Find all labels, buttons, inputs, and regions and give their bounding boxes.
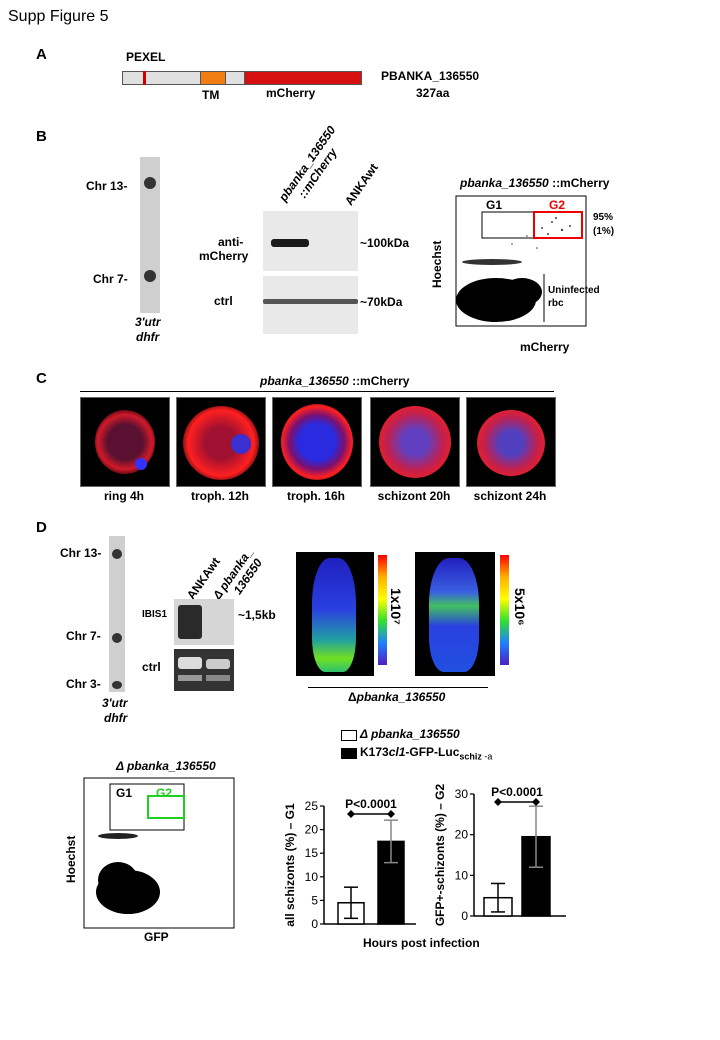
y-tick-label: 5	[311, 893, 318, 907]
y-axis-label: GFP+-schizonts (%) – G2	[433, 783, 447, 926]
y-tick-label: 0	[461, 909, 468, 923]
anti-mcherry-label: anti- mCherry	[199, 235, 249, 263]
significance-marker	[347, 810, 355, 818]
facs-d-xlabel: GFP	[144, 930, 169, 944]
facs-plot-b	[455, 195, 587, 327]
micrograph-schizont-24h	[466, 397, 556, 487]
chr7-label-b: Chr 7-	[93, 272, 128, 286]
caption-schizont-20h: schizont 20h	[377, 489, 451, 503]
y-tick-label: 30	[455, 787, 469, 801]
mouse-image-2	[415, 552, 495, 676]
facs-b-xlabel: mCherry	[520, 340, 570, 354]
northern-ibis1	[174, 599, 234, 645]
micrograph-schizont-20h	[370, 397, 460, 487]
caption-troph-16h: troph. 16h	[286, 489, 345, 503]
mcherry-domain	[244, 71, 362, 85]
y-tick-label: 10	[305, 870, 319, 884]
facs-d-ylabel: Hoechst	[64, 835, 78, 883]
ibis1-label: IBIS1	[142, 609, 168, 620]
size-1-5kb: ~1,5kb	[238, 608, 276, 622]
pexel-label: PEXEL	[126, 50, 166, 64]
probe-label-d1: 3'utr	[102, 696, 128, 710]
y-tick-label: 20	[455, 828, 469, 842]
legend-swatch-black	[341, 748, 357, 759]
facs-b-title: pbanka_136550 ::mCherry	[460, 176, 610, 190]
significance-marker	[494, 798, 502, 806]
gate-g2-b: G2	[549, 198, 566, 212]
colorbar-2	[500, 555, 509, 665]
chr13-label-b: Chr 13-	[86, 179, 128, 193]
probe-label-d2: dhfr	[104, 711, 128, 725]
panel-b-letter: B	[36, 128, 47, 145]
caption-troph-12h: troph. 12h	[190, 489, 249, 503]
caption-ring-4h: ring 4h	[103, 489, 144, 503]
gene-label: PBANKA_136550	[381, 69, 480, 83]
significance-marker	[387, 810, 395, 818]
chr7-label-d: Chr 7-	[66, 629, 101, 643]
colorbar-1	[378, 555, 387, 665]
gate-g2-d: G2	[156, 786, 173, 800]
bar-chart-g1: 0 5 10 15 20 25 P<0.0001 all schizonts (%) – G1	[283, 797, 416, 931]
figure-title: Supp Figure 5	[8, 8, 109, 25]
panel-c-line	[80, 391, 554, 392]
micrograph-troph-12h	[176, 397, 266, 487]
southern-blot-b	[140, 157, 160, 313]
y-tick-label: 0	[311, 917, 318, 931]
southern-blot-d	[109, 536, 125, 692]
mouse-image-1	[296, 552, 374, 676]
ctrl-label-d: ctrl	[142, 660, 161, 674]
facs-b-ylabel: Hoechst	[430, 240, 444, 288]
panel-d-letter: D	[36, 519, 47, 536]
scale-label-2: 5x10⁶	[512, 588, 528, 626]
mice-label: Δpbanka_136550	[348, 690, 446, 704]
micrograph-ring-4h	[80, 397, 170, 487]
p-value-annotation: P<0.0001	[345, 797, 397, 811]
northern-ctrl	[174, 649, 234, 691]
legend-swatch-white	[341, 730, 357, 741]
chr13-label-d: Chr 13-	[60, 546, 102, 560]
western-anti-mcherry	[263, 211, 358, 271]
gate-g1-b: G1	[486, 198, 503, 212]
uninfected-label-2: rbc	[548, 298, 564, 309]
ctrl-label-b: ctrl	[214, 294, 233, 308]
lane-label-ankawt-b: ANKAwt	[342, 160, 381, 209]
caption-schizont-24h: schizont 24h	[473, 489, 547, 503]
probe-label-b1: 3'utr	[135, 315, 161, 329]
y-tick-label: 10	[455, 868, 469, 882]
panel-c-title: pbanka_136550 ::mCherry	[260, 374, 410, 388]
size-100kda: ~100kDa	[360, 236, 410, 250]
mcherry-label: mCherry	[266, 86, 316, 100]
p-value-annotation: P<0.0001	[491, 785, 543, 799]
panel-c-letter: C	[36, 370, 47, 387]
lane-label-mcherry-line: pbanka_136550 ::mCherry	[276, 123, 340, 205]
y-tick-label: 25	[305, 799, 319, 813]
pct-1: (1%)	[593, 226, 615, 237]
y-tick-label: 20	[305, 823, 319, 837]
bar-chart-g2: 0 10 20 30 P<0.0001 GFP+-schizonts (%) – G2	[433, 783, 566, 926]
tm-domain	[200, 71, 226, 85]
tm-label: TM	[202, 88, 220, 102]
panel-a-letter: A	[36, 46, 47, 63]
size-70kda: ~70kDa	[360, 295, 403, 309]
y-axis-label: all schizonts (%) – G1	[283, 803, 297, 927]
chr3-label-d: Chr 3-	[66, 677, 101, 691]
micrograph-troph-16h	[272, 397, 362, 487]
length-label: 327aa	[416, 86, 450, 100]
legend-label-1: Δ pbanka_136550	[360, 727, 460, 741]
mice-line	[308, 687, 488, 688]
pct-95: 95%	[593, 212, 614, 223]
western-ctrl	[263, 276, 358, 334]
probe-label-b2: dhfr	[136, 330, 160, 344]
y-tick-label: 15	[305, 846, 319, 860]
scale-label-1: 1x10⁷	[388, 588, 404, 625]
shared-xlabel: Hours post infection	[363, 936, 480, 950]
facs-plot-d	[83, 777, 235, 929]
legend-label-2: K173cl1-GFP-Lucschiz -a	[360, 745, 493, 762]
gate-g1-d: G1	[116, 786, 133, 800]
significance-marker	[532, 798, 540, 806]
facs-d-title: Δ pbanka_136550	[116, 759, 216, 773]
uninfected-label-1: Uninfected	[548, 285, 600, 296]
